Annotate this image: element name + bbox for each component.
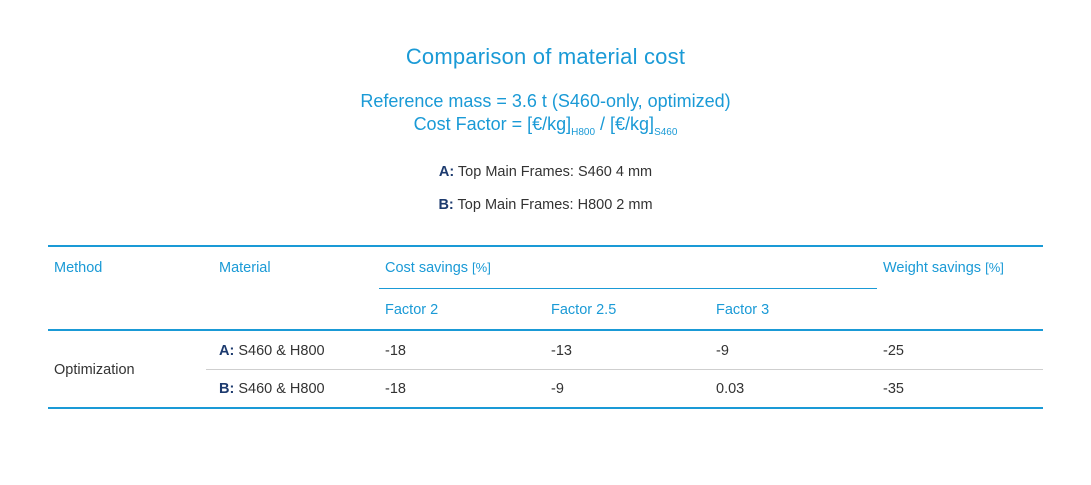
variant-a-text: Top Main Frames: S460 4 mm (454, 164, 653, 180)
table-top-rule (48, 245, 1043, 247)
header-factor-3: Factor 3 (716, 302, 770, 318)
header-factor-2: Factor 2 (385, 302, 439, 318)
row-divider (206, 369, 1043, 370)
cost-factor-sub-h800: H800 (571, 127, 596, 138)
method-cell: Optimization (54, 362, 135, 378)
variant-b: B: Top Main Frames: H800 2 mm (0, 197, 1091, 213)
row-a-material: A: S460 & H800 (219, 343, 325, 359)
row-a-weight: -25 (883, 343, 904, 359)
row-a-factor-2: -18 (385, 343, 406, 359)
variant-b-text: Top Main Frames: H800 2 mm (453, 197, 653, 213)
row-b-factor-2-5: -9 (551, 381, 564, 397)
row-b-material-text: S460 & H800 (234, 381, 325, 397)
variant-a-key: A: (438, 164, 455, 180)
subtitle: Reference mass = 3.6 t (S460-only, optim… (0, 90, 1091, 138)
header-material: Material (219, 260, 271, 276)
cost-factor-line: Cost Factor = [€/kg]H800 / [€/kg]S460 (0, 113, 1091, 138)
header-bottom-rule (48, 329, 1043, 331)
cost-factor-mid: / [€/kg] (595, 114, 655, 134)
header-factor-2-5: Factor 2.5 (551, 302, 617, 318)
row-b-weight: -35 (883, 381, 904, 397)
header-weight-savings-unit: [%] (985, 260, 1004, 275)
row-b-key: B: (219, 381, 235, 397)
header-weight-savings: Weight savings [%] (883, 260, 1004, 276)
row-a-key: A: (219, 343, 235, 359)
header-weight-savings-label: Weight savings (883, 260, 982, 276)
header-cost-savings-unit: [%] (472, 260, 491, 275)
table-bottom-rule (48, 407, 1043, 409)
variant-a: A: Top Main Frames: S460 4 mm (0, 164, 1091, 180)
row-b-factor-3: 0.03 (716, 381, 745, 397)
cost-savings-underline (379, 288, 877, 289)
page-title: Comparison of material cost (405, 44, 686, 69)
row-a-factor-3: -9 (716, 343, 729, 359)
row-a-factor-2-5: -13 (551, 343, 572, 359)
header-method: Method (54, 260, 103, 276)
header-cost-savings: Cost savings [%] (385, 260, 491, 276)
row-a-material-text: S460 & H800 (234, 343, 325, 359)
cost-factor-sub-s460: S460 (654, 127, 678, 138)
cost-factor-prefix: Cost Factor = [€/kg] (413, 114, 572, 134)
row-b-factor-2: -18 (385, 381, 406, 397)
reference-mass-line: Reference mass = 3.6 t (S460-only, optim… (360, 91, 731, 111)
row-b-material: B: S460 & H800 (219, 381, 325, 397)
variant-b-key: B: (438, 197, 454, 213)
header-cost-savings-label: Cost savings (385, 260, 469, 276)
comparison-table: Method Material Cost savings [%] Weight … (48, 245, 1043, 409)
